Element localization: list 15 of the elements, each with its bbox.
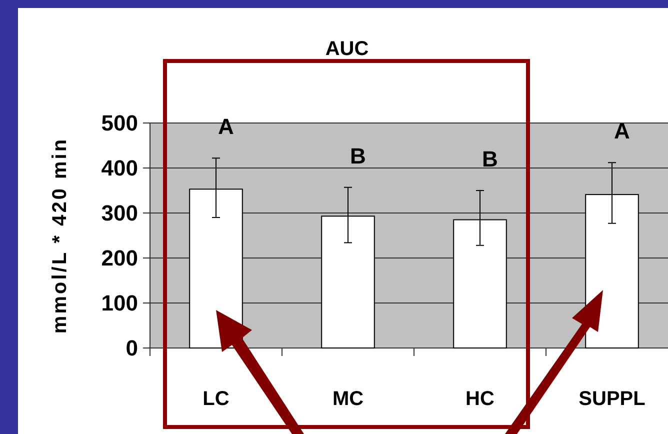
y-axis-title: mmol/L * 420 min [49,137,71,334]
annotation: B [350,143,366,168]
y-tick-label: 300 [101,200,138,226]
x-tick-label: HC [466,388,494,410]
x-tick-label: SUPPL [578,388,646,410]
x-tick-label: LC [202,388,230,410]
annotation: B [482,146,498,172]
annotation: A [614,118,630,144]
x-tick-label: MC [332,388,364,410]
y-tick-label: 200 [101,246,138,271]
chart-title: AUC [325,38,369,60]
y-tick-label: 0 [126,336,138,361]
y-tick-label: 100 [101,290,138,316]
y-tick-label: 500 [101,110,138,136]
y-tick-label: 400 [101,156,138,181]
